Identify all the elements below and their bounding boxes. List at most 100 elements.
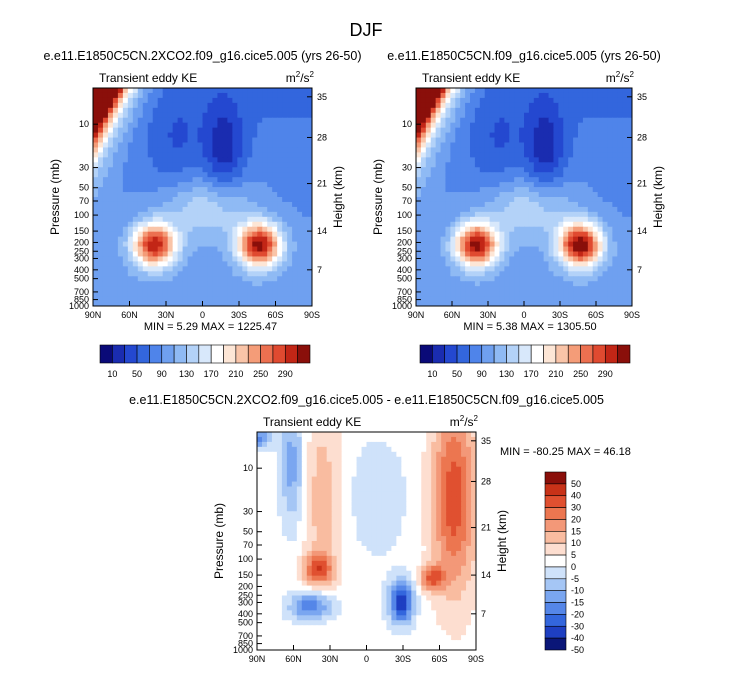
heatmap-cell [440,291,447,297]
heatmap-cell [102,246,109,253]
heatmap-cell [102,206,109,213]
heatmap-cell [137,276,144,282]
heatmap-cell [307,251,312,258]
heatmap-cell [267,226,273,233]
heatmap-cell [281,536,288,542]
heatmap-cell [553,266,559,272]
heatmap-cell [499,201,505,208]
heatmap-cell [307,231,312,238]
heatmap-cell [287,177,293,183]
heatmap-cell [242,88,248,94]
heatmap-cell [543,122,550,129]
heatmap-cell [232,236,238,243]
heatmap-cell [297,236,303,243]
heatmap-cell [592,182,599,188]
heatmap-cell [391,541,397,547]
heatmap-cell [455,142,461,149]
heatmap-cell [127,201,134,208]
heatmap-cell [386,536,392,542]
heatmap-cell [142,241,149,248]
heatmap-cell [117,88,124,94]
heatmap-cell [548,88,555,94]
heatmap-cell [346,501,353,507]
heatmap-cell [578,97,584,104]
heatmap-cell [257,102,263,109]
heatmap-cell [455,291,461,297]
heatmap-cell [302,167,308,173]
heatmap-cell [112,177,119,183]
heatmap-cell [543,182,550,188]
heatmap-cell [524,241,530,248]
heatmap-cell [227,276,233,282]
heatmap-cell [470,172,476,178]
heatmap-cell [227,92,233,99]
heatmap-cell [568,132,574,139]
heatmap-cell [307,286,312,292]
heatmap-cell [197,206,204,213]
heatmap-cell [504,276,510,282]
heatmap-cell [376,496,383,502]
heatmap-cell [558,301,564,306]
heatmap-cell [112,256,119,262]
heatmap-cell [302,157,308,163]
heatmap-cell [262,192,268,198]
heatmap-cell [504,236,510,243]
heatmap-cell [592,117,599,124]
heatmap-cell [117,127,124,134]
heatmap-cell [533,246,540,253]
heatmap-cell [543,271,550,277]
heatmap-cell [425,137,432,144]
heatmap-cell [435,147,442,153]
heatmap-cell [351,501,358,507]
heatmap-cell [494,221,501,228]
heatmap-cell [272,177,278,183]
heatmap-cell [212,226,219,233]
heatmap-cell [543,107,550,114]
heatmap-cell [514,211,520,218]
heatmap-cell [627,286,632,292]
heatmap-cell [207,132,214,139]
heatmap-cell [117,182,124,188]
heatmap-cell [578,92,584,99]
heatmap-cell [117,271,124,277]
heatmap-cell [401,461,407,468]
heatmap-cell [212,187,219,193]
heatmap-cell [272,92,278,99]
heatmap-cell [97,286,104,292]
heatmap-cell [147,137,154,144]
heatmap-cell [247,167,253,173]
heatmap-cell [232,296,238,302]
heatmap-cell [107,201,114,208]
heatmap-cell [167,301,174,306]
heatmap-cell [197,92,204,99]
heatmap-cell [524,182,530,188]
heatmap-cell [499,102,505,109]
heatmap-cell [430,88,437,94]
heatmap-cell [627,261,632,267]
heatmap-cell [291,531,298,537]
heatmap-cell [277,122,283,129]
heatmap-cell [573,147,579,153]
heatmap-cell [247,301,253,306]
heatmap-cell [416,102,422,109]
heatmap-cell [509,206,515,213]
heatmap-cell [509,177,515,183]
heatmap-cell [281,471,288,478]
heatmap-cell [212,241,219,248]
heatmap-cell [627,147,632,153]
heatmap-cell [460,102,466,109]
heatmap-cell [351,432,358,438]
heatmap-cell [533,226,540,233]
heatmap-cell [282,246,288,253]
heatmap-cell [568,221,574,228]
heatmap-cell [504,127,510,134]
heatmap-cell [440,112,447,119]
chart-panel-ctl_base: e.e11.E1850C5CN.f09_g16.cice5.005 (yrs 2… [371,49,665,320]
heatmap-cell [296,516,303,522]
heatmap-cell [548,172,555,178]
heatmap-cell [267,281,273,287]
heatmap-cell [197,132,204,139]
heatmap-cell [474,167,481,173]
heatmap-cell [568,231,574,238]
heatmap-cell [455,122,461,129]
